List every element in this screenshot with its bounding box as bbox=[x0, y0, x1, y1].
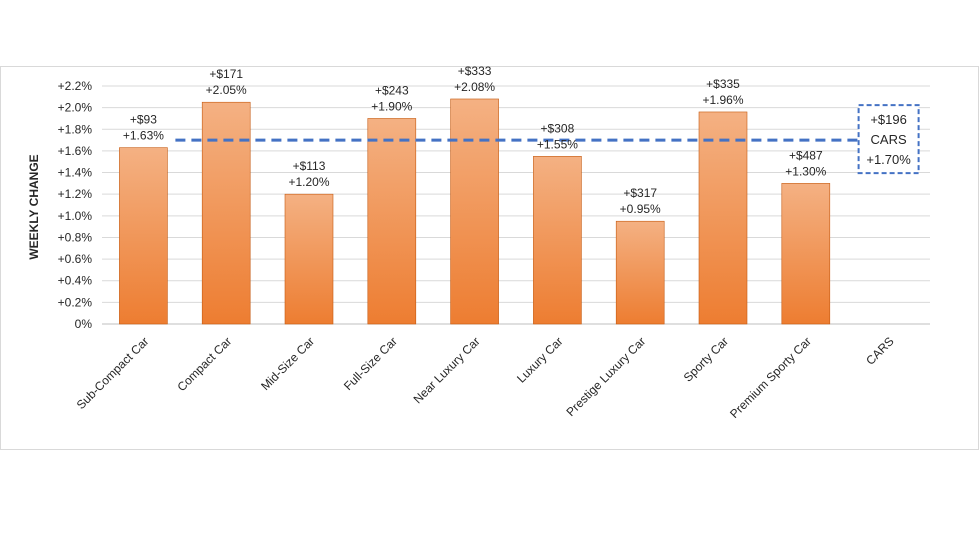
data-label-dollar: +$317 bbox=[623, 186, 657, 200]
y-tick-label: +0.2% bbox=[58, 295, 93, 309]
data-label-dollar: +$113 bbox=[293, 159, 326, 173]
y-tick-label: +1.8% bbox=[58, 122, 93, 136]
bars bbox=[119, 98, 831, 325]
y-tick-label: 0% bbox=[75, 317, 93, 331]
bar bbox=[781, 183, 831, 325]
y-tick-label: +1.2% bbox=[58, 187, 93, 201]
bar bbox=[201, 101, 251, 325]
data-labels: +$93 +1.63% +$171 +2.05% +$113 +1.20% +$243 +1.… bbox=[123, 64, 827, 216]
data-label-percent: +0.95% bbox=[620, 202, 661, 216]
average-label-dollar: +$196 bbox=[870, 112, 907, 127]
bar bbox=[450, 98, 499, 325]
bar bbox=[533, 156, 582, 325]
bar bbox=[284, 193, 334, 325]
average-label-name: CARS bbox=[871, 132, 907, 147]
bar bbox=[367, 118, 417, 325]
bar bbox=[698, 111, 748, 325]
data-label-percent: +1.55% bbox=[537, 137, 578, 151]
data-label-dollar: +$335 bbox=[706, 77, 740, 91]
bar bbox=[615, 220, 665, 325]
y-tick-label: +2.0% bbox=[58, 101, 93, 115]
data-label-dollar: +$308 bbox=[541, 121, 575, 135]
y-tick-label: +1.0% bbox=[58, 209, 93, 223]
average-label-box bbox=[857, 104, 920, 175]
bar bbox=[119, 147, 168, 325]
data-label-percent: +2.08% bbox=[454, 80, 495, 94]
average-line-group: +$196 CARS +1.70% bbox=[175, 104, 920, 175]
y-tick-label: +0.4% bbox=[58, 274, 93, 288]
y-tick-label: +0.6% bbox=[58, 252, 93, 266]
average-label-percent: +1.70% bbox=[866, 152, 911, 167]
data-label-dollar: +$93 bbox=[130, 113, 157, 127]
data-label-percent: +2.05% bbox=[206, 83, 247, 97]
data-label-percent: +1.63% bbox=[123, 129, 164, 143]
y-axis-title: WEEKLY CHANGE bbox=[27, 154, 41, 259]
y-tick-label: +0.8% bbox=[58, 230, 93, 244]
y-tick-label: +1.6% bbox=[58, 144, 93, 158]
data-label-percent: +1.90% bbox=[371, 99, 412, 113]
y-axis-tick-labels: 0% +0.2% +0.4% +0.6% +0.8% +1.0% +1.2% +1.4% +1.… bbox=[58, 79, 93, 331]
data-label-percent: +1.20% bbox=[288, 175, 329, 189]
y-tick-label: +1.4% bbox=[58, 166, 93, 180]
data-label-dollar: +$487 bbox=[789, 148, 823, 162]
data-label-percent: +1.30% bbox=[785, 164, 826, 178]
data-label-percent: +1.96% bbox=[702, 93, 743, 107]
y-tick-label: +2.2% bbox=[58, 79, 93, 93]
data-label-dollar: +$333 bbox=[458, 64, 492, 78]
data-label-dollar: +$171 bbox=[209, 67, 243, 81]
data-label-dollar: +$243 bbox=[375, 83, 409, 97]
